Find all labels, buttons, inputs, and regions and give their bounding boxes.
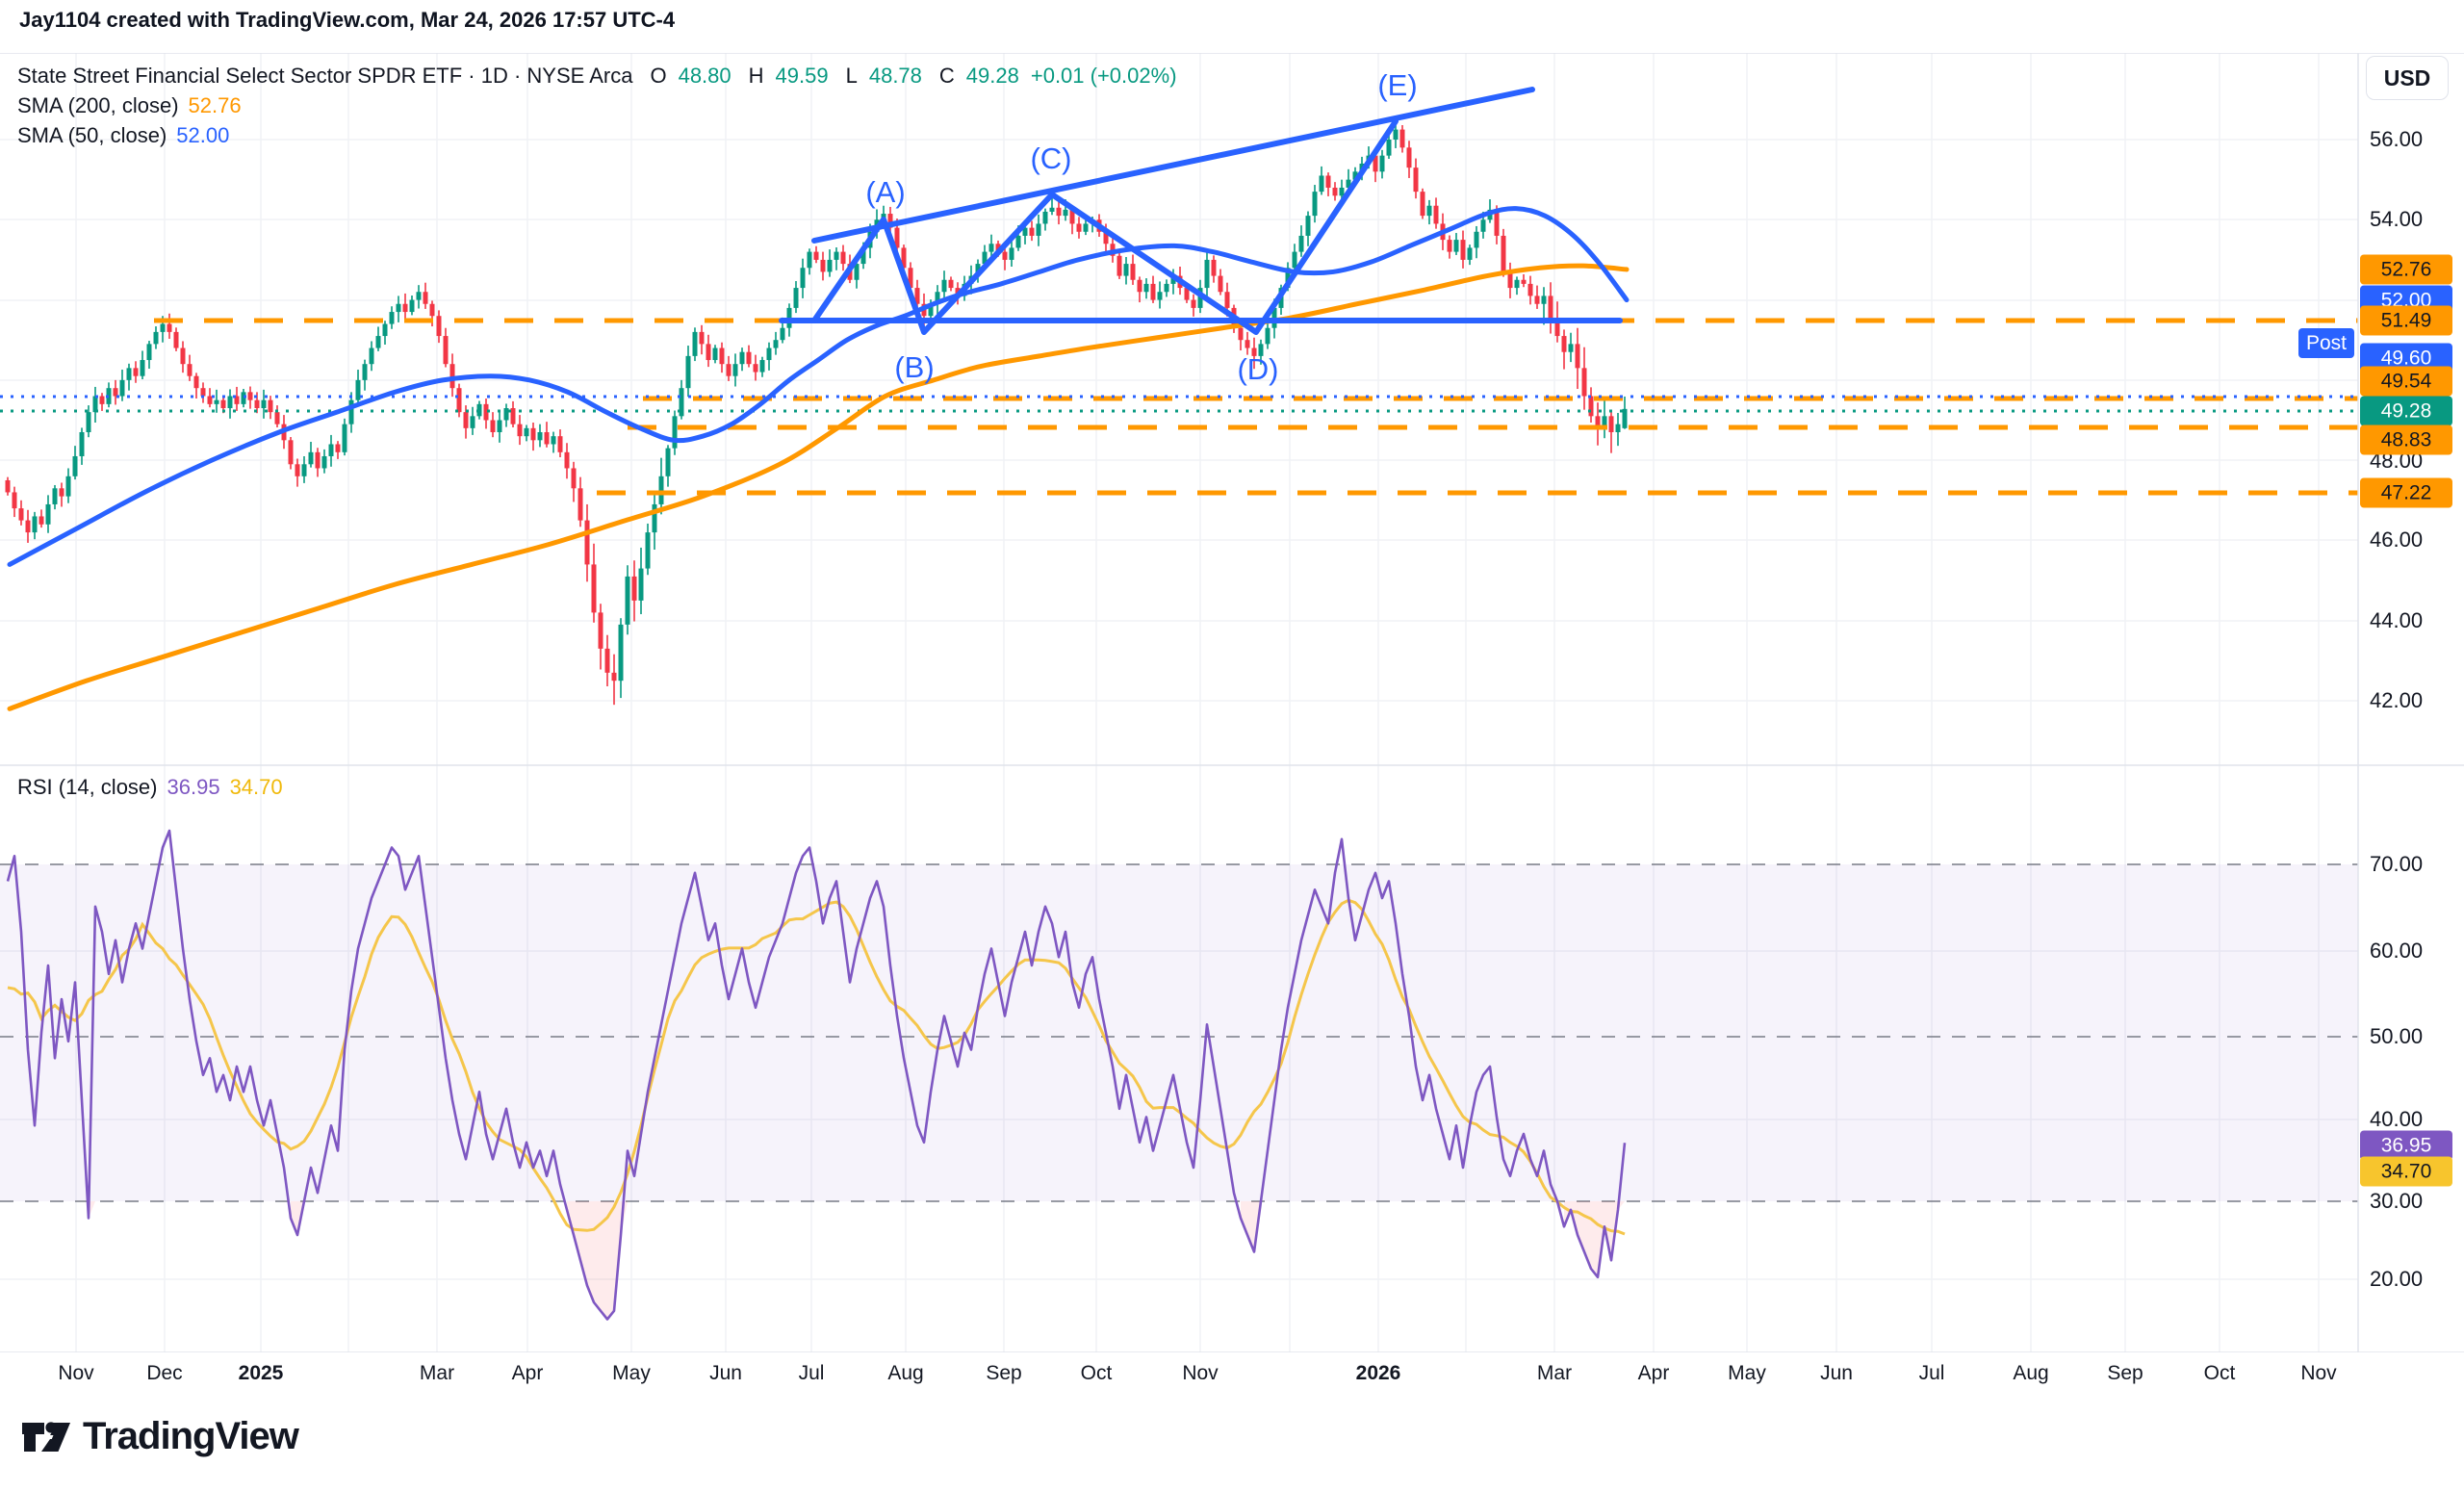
axis-label-40.00: 40.00 — [2370, 1107, 2424, 1131]
wave-label-(B)[interactable]: (B) — [894, 350, 934, 384]
sma200-line — [7, 263, 1630, 711]
sma200-label: SMA (200, close) — [17, 92, 179, 117]
axis-label-42.00: 42.00 — [2370, 688, 2424, 712]
axis-label-46.00: 46.00 — [2370, 527, 2424, 552]
sma200-legend-row[interactable]: SMA (200, close) 52.76 — [17, 90, 1177, 120]
axis-label-60.00: 60.00 — [2370, 939, 2424, 963]
time-label-Apr: Apr — [1637, 1361, 1670, 1384]
time-label-Oct: Oct — [2203, 1361, 2236, 1384]
time-axis[interactable]: Nov Dec 2025 Mar Apr May Jun Jul Aug Sep Oct Nov 202… — [0, 1352, 2464, 1394]
open-value: 48.80 — [678, 63, 732, 88]
time-label-Apr: Apr — [511, 1361, 544, 1384]
low-label: L — [845, 63, 858, 88]
close-value: 49.28 — [965, 63, 1019, 88]
attribution-text: Jay1104 created with TradingView.com, Ma… — [19, 8, 676, 32]
footer: TradingView — [21, 1415, 299, 1458]
time-label-Sep: Sep — [2107, 1361, 2143, 1384]
sma50-value: 52.00 — [176, 122, 230, 147]
close-label: C — [938, 63, 955, 88]
change-value: +0.01 (+0.02%) — [1030, 63, 1177, 88]
price-badge-49.54: 49.54 — [2360, 366, 2452, 397]
price-badge-49.28: 49.28 — [2360, 396, 2452, 426]
axis-label-56.00: 56.00 — [2370, 127, 2424, 151]
rsi-legend: RSI (14, close) 36.95 34.70 — [17, 772, 283, 802]
time-label-Nov: Nov — [58, 1361, 94, 1384]
time-label-Jul: Jul — [1918, 1361, 1945, 1384]
time-label-May: May — [612, 1361, 651, 1384]
gridlines — [0, 53, 2358, 1352]
rsi-oversold-fill — [1564, 1201, 1625, 1277]
tradingview-logo-text[interactable]: TradingView — [83, 1415, 299, 1457]
price-axis[interactable]: 56.00 54.00 48.00 46.00 44.00 42.00 52.76 52.00… — [2298, 53, 2464, 1394]
sma200-value: 52.76 — [188, 92, 242, 117]
rsi-value: 36.95 — [167, 774, 220, 799]
symbol-legend: State Street Financial Select Sector SPD… — [17, 61, 1177, 150]
wave-label-(D)[interactable]: (D) — [1237, 352, 1278, 386]
axis-label-54.00: 54.00 — [2370, 207, 2424, 231]
rsi-ma-line — [7, 898, 1626, 1236]
time-label-2025: 2025 — [238, 1361, 284, 1384]
chart-root: (A) (B) (C) (D) (E) State Street Financial S… — [0, 53, 2464, 1394]
open-label: O — [650, 63, 667, 88]
upper-trendline-drawing[interactable] — [811, 87, 1535, 244]
time-label-May: May — [1728, 1361, 1766, 1384]
time-label-Mar: Mar — [1536, 1361, 1573, 1384]
price-badge-51.49: 51.49 — [2360, 305, 2452, 336]
rsi-oversold-fill — [89, 1201, 95, 1219]
wave-label-(A)[interactable]: (A) — [865, 175, 905, 209]
axis-label-30.00: 30.00 — [2370, 1189, 2424, 1213]
axis-label-20.00: 20.00 — [2370, 1267, 2424, 1291]
symbol-title: State Street Financial Select Sector SPD… — [17, 63, 633, 88]
time-label-2026: 2026 — [1355, 1361, 1401, 1384]
axis-label-50.00: 50.00 — [2370, 1024, 2424, 1048]
time-label-Jun: Jun — [709, 1361, 742, 1384]
post-market-badge: Post — [2298, 328, 2354, 358]
price-badge-34.70: 34.70 — [2360, 1156, 2452, 1187]
price-badge-48.83: 48.83 — [2360, 424, 2452, 455]
price-badge-47.22: 47.22 — [2360, 477, 2452, 508]
time-label-Oct: Oct — [1080, 1361, 1113, 1384]
high-label: H — [748, 63, 764, 88]
price-badge-52.76: 52.76 — [2360, 254, 2452, 285]
wave-label-(C)[interactable]: (C) — [1030, 141, 1071, 175]
sma50-label: SMA (50, close) — [17, 122, 167, 147]
currency-usd-button[interactable]: USD — [2366, 56, 2449, 100]
tradingview-logo-icon[interactable] — [21, 1418, 71, 1456]
high-value: 49.59 — [775, 63, 829, 88]
time-label-Aug: Aug — [2013, 1361, 2049, 1384]
chart-canvas[interactable]: (A) (B) (C) (D) (E) — [0, 53, 2464, 1394]
axis-label-70.00: 70.00 — [2370, 852, 2424, 876]
symbol-title-row[interactable]: State Street Financial Select Sector SPD… — [17, 61, 1177, 90]
rsi-legend-row[interactable]: RSI (14, close) 36.95 34.70 — [17, 772, 283, 802]
rsi-ma-value: 34.70 — [229, 774, 283, 799]
time-label-Nov: Nov — [1182, 1361, 1219, 1384]
wave-label-(E)[interactable]: (E) — [1377, 68, 1417, 102]
time-label-Dec: Dec — [146, 1361, 183, 1384]
time-label-Jul: Jul — [798, 1361, 825, 1384]
time-label-Sep: Sep — [986, 1361, 1022, 1384]
price-badge-49.60: 49.60 Post — [2298, 328, 2452, 373]
time-label-Aug: Aug — [887, 1361, 924, 1384]
rsi-line — [6, 829, 1627, 1321]
abcde-zigzag-drawing[interactable] — [811, 118, 1399, 335]
time-label-Mar: Mar — [419, 1361, 455, 1384]
rsi-label: RSI (14, close) — [17, 774, 158, 799]
rsi-band — [0, 864, 2358, 1201]
sma50-line — [7, 206, 1630, 567]
time-label-Jun: Jun — [1820, 1361, 1853, 1384]
time-label-Nov: Nov — [2300, 1361, 2337, 1384]
sma50-legend-row[interactable]: SMA (50, close) 52.00 — [17, 120, 1177, 150]
axis-label-44.00: 44.00 — [2370, 608, 2424, 632]
price-badge-36.95: 36.95 — [2360, 1130, 2452, 1161]
low-value: 48.78 — [868, 63, 922, 88]
